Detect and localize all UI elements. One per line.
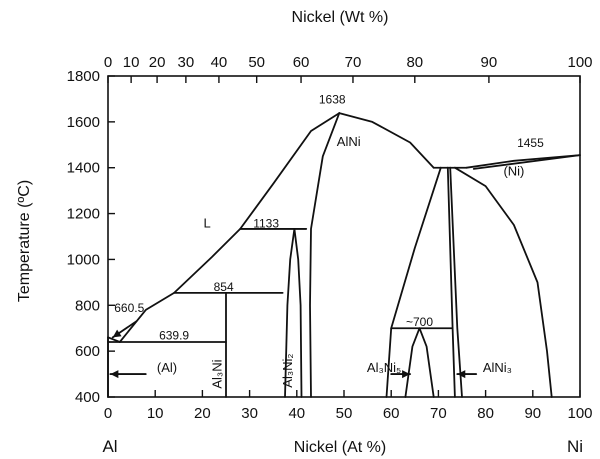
arrow-head [402, 370, 411, 379]
temperature-label: 639.9 [159, 329, 189, 343]
phase-label-liquid: L [204, 215, 211, 230]
bottom-tick-label: 70 [430, 405, 447, 422]
arrow-head [457, 370, 466, 379]
y-tick-label: 400 [75, 389, 100, 406]
phase-boundary [293, 227, 303, 398]
phase-label-al3ni: Al₃Ni [209, 359, 224, 388]
element-label-al: Al [102, 437, 117, 456]
bottom-tick-label: 60 [383, 405, 400, 422]
phase-boundary [118, 112, 341, 343]
phase-label-al: (Al) [157, 360, 177, 375]
phase-label-al3ni2: Al₃Ni₂ [280, 354, 295, 388]
phase-boundary [107, 336, 121, 343]
bottom-tick-label: 50 [336, 405, 353, 422]
phase-boundary [284, 227, 296, 398]
bottom-tick-label: 40 [288, 405, 305, 422]
phase-boundary [472, 154, 581, 170]
temperature-label: 660.5 [114, 301, 144, 315]
phase-boundary [446, 166, 456, 398]
bottom-tick-label: 100 [567, 405, 592, 422]
temperature-label: 1133 [253, 216, 279, 230]
element-label-ni: Ni [567, 437, 583, 456]
bottom-tick-label: 80 [477, 405, 494, 422]
y-tick-label: 1800 [67, 68, 100, 85]
bottom-tick-label: 20 [194, 405, 211, 422]
bottom-axis-ticks: 0 10 20 30 40 50 60 70 80 90 100 [104, 390, 593, 422]
phase-labels: L AlNi (Ni) (Al) Al₃Ni Al₃Ni₂ Al₃Ni₅ AlNi₃ 1638 1… [114, 93, 544, 389]
phase-boundary [309, 112, 341, 398]
phase-label-ni: (Ni) [503, 164, 524, 179]
y-tick-label: 600 [75, 343, 100, 360]
top-tick-label: 0 [104, 54, 112, 71]
phase-boundary [404, 327, 435, 398]
arrow-head [110, 370, 119, 379]
y-tick-label: 1200 [67, 206, 100, 223]
top-tick-label: 70 [345, 54, 362, 71]
top-axis-ticks: 0 10 20 30 40 50 60 70 80 90 100 [104, 54, 593, 83]
plot-frame [107, 75, 581, 398]
y-tick-label: 1600 [67, 114, 100, 131]
bottom-tick-label: 0 [104, 405, 112, 422]
bottom-tick-label: 30 [241, 405, 258, 422]
phase-label-al3ni5: Al₃Ni₅ [367, 360, 401, 375]
temperature-label: 1638 [319, 93, 346, 107]
top-tick-label: 20 [149, 54, 166, 71]
y-axis-title: Temperature (ºC) [16, 180, 33, 302]
temperature-label: ~700 [406, 315, 433, 329]
top-tick-label: 80 [406, 54, 423, 71]
bottom-axis-title: Nickel (At %) [294, 439, 386, 456]
top-tick-label: 40 [211, 54, 228, 71]
temperature-label: 1455 [517, 136, 544, 150]
phase-label-alni: AlNi [337, 134, 361, 149]
arrow-head [112, 329, 122, 338]
y-tick-label: 1000 [67, 251, 100, 268]
phase-label-alni3: AlNi₃ [483, 360, 512, 375]
bottom-tick-label: 90 [524, 405, 541, 422]
top-tick-label: 50 [248, 54, 265, 71]
temperature-label: 854 [214, 280, 234, 294]
phase-boundary [338, 112, 435, 169]
top-tick-label: 100 [567, 54, 592, 71]
phase-boundary [385, 166, 442, 398]
phase-boundaries [107, 112, 581, 398]
top-tick-label: 30 [178, 54, 195, 71]
top-tick-label: 10 [123, 54, 140, 71]
phase-boundary [453, 166, 553, 398]
top-axis-title: Nickel (Wt %) [292, 9, 389, 26]
top-tick-label: 60 [293, 54, 310, 71]
y-tick-label: 800 [75, 297, 100, 314]
phase-boundary [465, 154, 581, 169]
bottom-tick-label: 10 [147, 405, 164, 422]
y-tick-label: 1400 [67, 160, 100, 177]
top-tick-label: 90 [481, 54, 498, 71]
